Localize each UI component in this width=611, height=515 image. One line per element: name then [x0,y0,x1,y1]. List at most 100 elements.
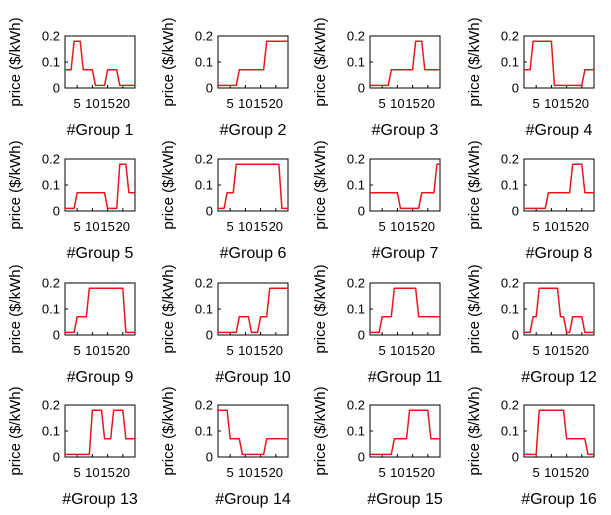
x-tick-label: 20 [116,219,130,234]
subplot-13: 0 0.1 0.2 5 10 15 20 price ($/kWh) #Group 13 [7,386,138,508]
x-tick-label: 15 [559,343,573,358]
x-tick-label: 15 [100,96,114,111]
x-tick-label: 5 [533,96,540,111]
x-tick-label: 20 [116,96,130,111]
y-tick-label: 0 [206,204,213,219]
x-tick-label: 10 [85,343,99,358]
x-tick-label: 5 [379,465,386,480]
x-tick-label: 10 [238,465,252,480]
y-axis-label: price ($/kWh) [7,386,24,475]
x-axis-label: #Group 9 [67,369,134,386]
y-tick-label: 0.1 [347,302,365,317]
x-tick-label: 10 [390,96,404,111]
price-line [65,163,135,210]
y-tick-label: 0 [358,81,365,96]
y-axis-label: price ($/kWh) [312,17,329,106]
x-tick-label: 15 [405,96,419,111]
x-tick-label: 15 [559,219,573,234]
y-tick-label: 0.1 [42,178,60,193]
x-tick-label: 15 [100,219,114,234]
x-tick-label: 10 [85,96,99,111]
x-axis-label: #Group 8 [526,245,593,262]
x-tick-label: 20 [421,343,435,358]
y-tick-label: 0 [512,204,519,219]
y-tick-label: 0 [358,450,365,465]
y-tick-label: 0.1 [195,302,213,317]
x-tick-label: 20 [575,343,589,358]
price-line [65,40,135,87]
x-tick-label: 20 [116,465,130,480]
y-tick-label: 0.2 [347,152,365,167]
x-axis-label: #Group 7 [372,245,439,262]
x-axis-label: #Group 13 [62,491,138,508]
y-tick-label: 0.2 [347,29,365,44]
x-tick-label: 5 [379,96,386,111]
y-axis-label: price ($/kWh) [160,264,177,353]
x-tick-label: 20 [421,219,435,234]
y-axis-label: price ($/kWh) [312,140,329,229]
y-tick-label: 0.2 [42,398,60,413]
subplot-7: 0 0.1 0.2 5 10 15 20 price ($/kWh) #Group 7 [312,140,441,262]
x-tick-label: 20 [269,343,283,358]
x-tick-label: 5 [74,96,81,111]
x-tick-label: 5 [227,219,234,234]
x-tick-label: 15 [253,465,267,480]
y-axis-label: price ($/kWh) [7,140,24,229]
x-axis-label: #Group 16 [521,491,597,508]
y-tick-label: 0.2 [42,152,60,167]
x-tick-label: 20 [575,219,589,234]
price-line [370,409,440,456]
subplot-15: 0 0.1 0.2 5 10 15 20 price ($/kWh) #Group 15 [312,386,443,508]
subplot-1: 0 0.1 0.2 5 10 15 20 price ($/kWh) #Group 1 [7,17,136,139]
y-tick-label: 0.2 [42,29,60,44]
x-tick-label: 10 [544,465,558,480]
axes-frame [369,158,441,212]
x-tick-label: 10 [390,219,404,234]
axes-frame [217,282,289,336]
y-axis-label: price ($/kWh) [466,17,483,106]
y-tick-label: 0 [206,328,213,343]
y-tick-label: 0 [512,81,519,96]
x-axis-label: #Group 3 [372,122,439,139]
x-tick-label: 10 [544,343,558,358]
x-tick-label: 5 [74,219,81,234]
y-tick-label: 0 [358,204,365,219]
x-tick-label: 15 [253,219,267,234]
axes-frame [64,35,136,89]
x-tick-label: 10 [544,96,558,111]
y-tick-label: 0 [53,81,60,96]
x-tick-label: 15 [100,465,114,480]
x-axis-label: #Group 1 [67,122,134,139]
y-tick-label: 0.1 [42,55,60,70]
subplot-10: 0 0.1 0.2 5 10 15 20 price ($/kWh) #Group 10 [160,264,291,386]
y-tick-label: 0.1 [195,55,213,70]
x-axis-label: #Group 6 [220,245,287,262]
y-tick-label: 0 [358,328,365,343]
y-tick-label: 0.2 [501,29,519,44]
y-tick-label: 0 [512,450,519,465]
axes-frame [217,158,289,212]
x-tick-label: 20 [575,96,589,111]
x-axis-label: #Group 10 [215,369,291,386]
y-tick-label: 0.1 [195,178,213,193]
y-tick-label: 0.2 [347,276,365,291]
x-axis-label: #Group 15 [367,491,443,508]
x-tick-label: 15 [559,465,573,480]
price-line [218,163,288,210]
x-tick-label: 5 [74,465,81,480]
x-tick-label: 20 [421,465,435,480]
x-tick-label: 5 [379,343,386,358]
subplot-16: 0 0.1 0.2 5 10 15 20 price ($/kWh) #Group 16 [466,386,597,508]
x-tick-label: 10 [390,343,404,358]
x-tick-label: 5 [227,343,234,358]
y-axis-label: price ($/kWh) [7,17,24,106]
subplot-2: 0 0.1 0.2 5 10 15 20 price ($/kWh) #Group 2 [160,17,289,139]
x-tick-label: 15 [253,343,267,358]
y-tick-label: 0.2 [501,276,519,291]
x-tick-label: 10 [238,343,252,358]
subplot-11: 0 0.1 0.2 5 10 15 20 price ($/kWh) #Group 11 [312,264,442,386]
price-line [370,40,440,87]
y-tick-label: 0.1 [42,302,60,317]
y-tick-label: 0.2 [195,276,213,291]
y-tick-label: 0.2 [195,398,213,413]
